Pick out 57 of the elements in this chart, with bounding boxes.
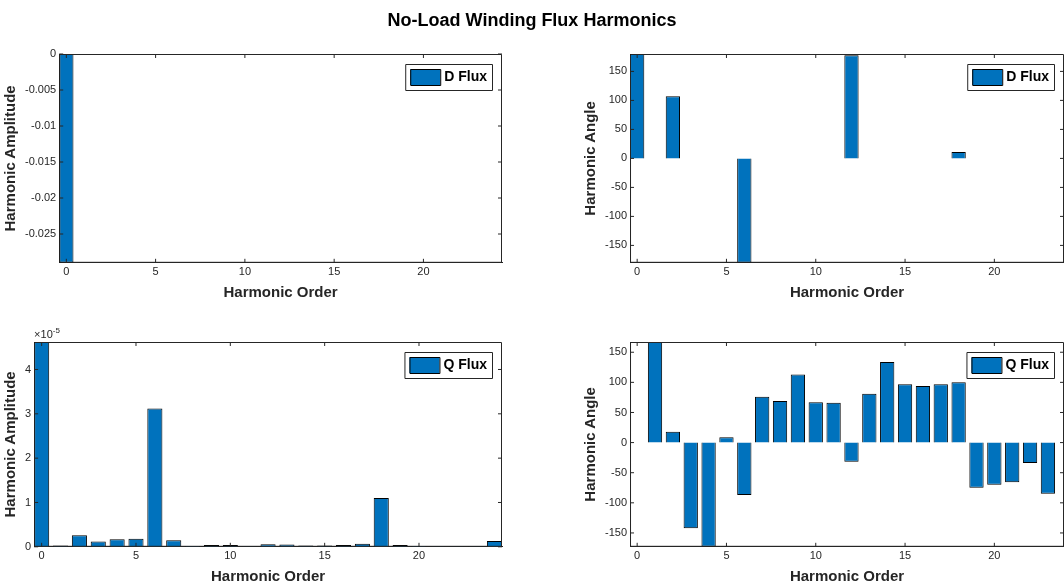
x-tick-label: 5 — [723, 549, 730, 562]
y-tick-label: 1 — [24, 495, 32, 508]
y-tick-label: -0.005 — [24, 83, 57, 96]
x-tick-label: 10 — [238, 265, 252, 278]
legend-label: D Flux — [1006, 67, 1050, 84]
y-tick-label: 3 — [24, 406, 32, 419]
x-tick-label: 5 — [152, 265, 159, 278]
x-tick-label: 5 — [132, 549, 140, 562]
y-tick-label: -0.01 — [31, 119, 57, 132]
y-tick-label: -50 — [611, 180, 628, 193]
x-tick-label: 15 — [318, 549, 331, 562]
y-tick-label: -150 — [604, 525, 628, 538]
y-tick-label: 4 — [24, 362, 32, 375]
x-tick-label: 5 — [723, 265, 730, 278]
y-tick-label: 0 — [620, 435, 628, 448]
x-tick-label: 15 — [898, 265, 912, 278]
x-tick-label: 20 — [988, 549, 1001, 562]
y-tick-label: 100 — [608, 93, 628, 106]
x-axis-title: Harmonic Order — [789, 283, 905, 301]
x-axis-title: Harmonic Order — [789, 567, 905, 585]
y-tick-label: 100 — [608, 375, 628, 388]
x-tick-label: 20 — [412, 549, 426, 562]
legend-label: Q Flux — [1005, 355, 1050, 372]
x-axis-title: Harmonic Order — [210, 567, 326, 585]
y-axis-title: Harmonic Amplitude — [1, 371, 19, 518]
x-tick-label: 0 — [634, 265, 641, 278]
y-tick-label: -0.015 — [24, 155, 57, 168]
x-tick-label: 0 — [634, 549, 641, 562]
y-tick-label: 2 — [24, 451, 32, 464]
y-tick-label: 50 — [614, 405, 628, 418]
y-tick-label: 0 — [620, 151, 628, 164]
y-axis-title: Harmonic Angle — [581, 101, 599, 216]
y-tick-label: -50 — [611, 465, 628, 478]
y-tick-label: -0.02 — [31, 191, 57, 204]
x-tick-label: 10 — [809, 265, 822, 278]
x-tick-label: 0 — [63, 265, 70, 278]
x-tick-label: 20 — [988, 265, 1001, 278]
y-axis-title: Harmonic Angle — [581, 387, 599, 502]
x-tick-label: 15 — [898, 549, 912, 562]
x-tick-label: 10 — [224, 549, 237, 562]
y-axis-title: Harmonic Amplitude — [1, 85, 19, 232]
legend-label: D Flux — [444, 67, 488, 84]
x-tick-label: 15 — [328, 265, 341, 278]
y-tick-label: 0 — [24, 539, 32, 552]
chart-title: No-Load Winding Flux Harmonics — [386, 10, 678, 31]
x-axis-title: Harmonic Order — [223, 283, 338, 301]
y-tick-label: 0 — [50, 47, 57, 60]
y-tick-label: -0.025 — [24, 227, 57, 240]
y-tick-label: 150 — [608, 345, 628, 358]
x-tick-label: 10 — [809, 549, 822, 562]
legend-label: Q Flux — [443, 355, 488, 372]
y-tick-label: 50 — [614, 122, 628, 135]
y-tick-label: -150 — [604, 238, 628, 251]
y-tick-label: 150 — [608, 64, 628, 77]
y-tick-label: -100 — [604, 209, 628, 222]
x-tick-label: 20 — [417, 265, 430, 278]
y-tick-label: -100 — [604, 495, 628, 508]
